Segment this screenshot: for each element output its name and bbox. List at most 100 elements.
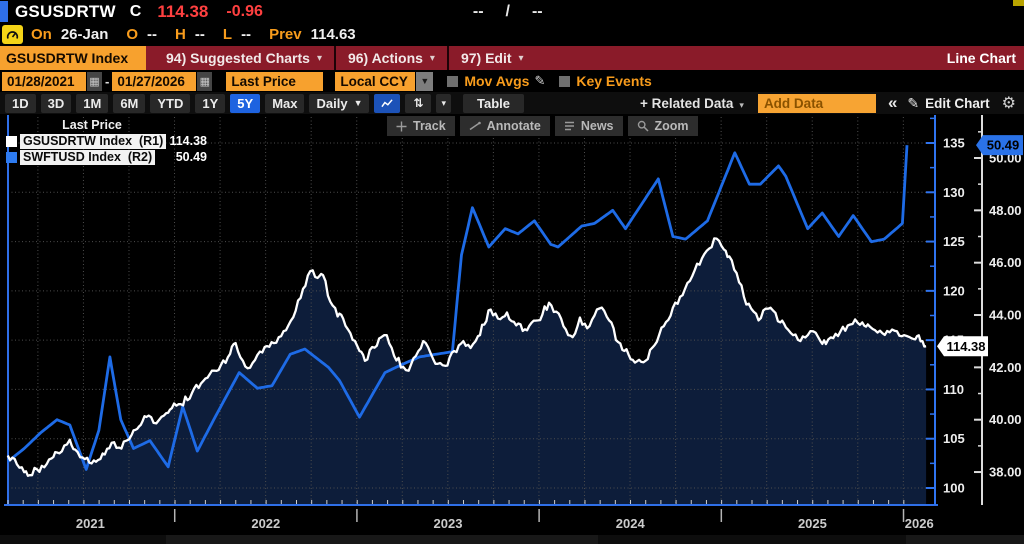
panel-indicator xyxy=(0,1,8,22)
menu-item-text: 97) Edit xyxy=(460,50,512,66)
track-button[interactable]: Track xyxy=(387,116,455,136)
bid-value: -- xyxy=(472,2,484,20)
chevron-down-icon: ▾ xyxy=(441,97,447,108)
table-button[interactable]: Table xyxy=(463,93,525,113)
corner-marker xyxy=(1013,0,1024,6)
range-button-1m[interactable]: 1M xyxy=(76,93,109,113)
news-icon xyxy=(564,121,575,131)
time-axis-band: 2021 2022 2023 2024 2025 2026 xyxy=(0,509,1024,544)
edit-mov-avgs-icon[interactable]: ✎ xyxy=(534,73,546,88)
ohlc-value: -- xyxy=(194,26,205,43)
news-button[interactable]: News xyxy=(554,116,623,136)
menu-bar: GSUSDRTW Index 94) Suggested Charts ▾ 96) … xyxy=(0,46,1024,70)
period-select[interactable]: Daily ▼ xyxy=(309,93,370,113)
key-events-label: Key Events xyxy=(576,73,652,89)
price-field-select[interactable]: Last Price xyxy=(226,71,324,91)
series-lines xyxy=(6,145,927,477)
related-data-button[interactable]: + Related Data ▾ xyxy=(640,96,744,111)
menu-item-text: 94) Suggested Charts xyxy=(166,50,310,66)
svg-text:2022: 2022 xyxy=(251,516,280,531)
axis-badges: 114.38 50.49 xyxy=(937,135,1023,357)
svg-text:110: 110 xyxy=(943,382,964,397)
zoom-icon xyxy=(637,120,649,132)
menu-item-text: 96) Actions xyxy=(347,50,423,66)
ticker-row: GSUSDRTW C 114.38 -0.96 -- / -- xyxy=(0,0,1024,23)
ohlc-label: Prev xyxy=(269,26,302,43)
range-button-1d[interactable]: 1D xyxy=(5,93,36,113)
menu-item-actions[interactable]: 96) Actions ▾ xyxy=(333,46,447,70)
svg-text:48.00: 48.00 xyxy=(989,203,1022,218)
mov-avgs-checkbox[interactable] xyxy=(447,75,459,87)
range-button-6m[interactable]: 6M xyxy=(113,93,146,113)
ohlc-value: 26-Jan xyxy=(60,26,109,43)
chevron-down-icon[interactable]: ▼ xyxy=(416,71,434,91)
ticker-symbol: GSUSDRTW xyxy=(15,1,116,21)
chart-type-label: Line Chart xyxy=(946,50,1016,66)
annotate-button[interactable]: Annotate xyxy=(459,116,550,136)
range-button-5y[interactable]: 5Y xyxy=(230,93,261,113)
gauge-icon[interactable] xyxy=(2,25,23,44)
filters-row: 01/28/2021 ▦ - 01/27/2026 ▦ Last Price L… xyxy=(0,70,1024,92)
range-button-ytd[interactable]: YTD xyxy=(150,93,191,113)
pencil-icon: ✎ xyxy=(907,94,920,111)
svg-text:2026: 2026 xyxy=(905,516,934,531)
menu-item-suggested-charts[interactable]: 94) Suggested Charts ▾ xyxy=(154,46,334,70)
chart-toolbar: 1D 3D 1M 6M YTD 1Y 5Y Max Daily ▼ ⇅ ▾ Table + R… xyxy=(0,92,1024,114)
svg-text:120: 120 xyxy=(943,283,965,298)
zoom-button[interactable]: Zoom xyxy=(627,116,698,136)
overlay-button-label: Track xyxy=(413,119,446,133)
mov-avgs-label: Mov Avgs xyxy=(464,73,530,89)
range-button-1y[interactable]: 1Y xyxy=(195,93,226,113)
date-range-separator: - xyxy=(105,73,110,89)
chevron-down-icon: ▾ xyxy=(429,52,435,64)
ohlc-value: -- xyxy=(147,26,158,43)
edit-chart-button[interactable]: ✎ Edit Chart xyxy=(907,95,989,112)
calendar-icon[interactable]: ▦ xyxy=(197,71,213,91)
currency-select[interactable]: Local CCY xyxy=(335,71,416,91)
overlay-button-label: Annotate xyxy=(486,119,541,133)
price-chart: 13513012512011511010510050.0048.0046.004… xyxy=(0,115,1024,544)
svg-text:42.00: 42.00 xyxy=(989,360,1022,375)
collapse-panel-button[interactable]: « xyxy=(887,93,898,112)
svg-text:38.00: 38.00 xyxy=(989,465,1022,480)
chart-area[interactable]: 13513012512011511010510050.0048.0046.004… xyxy=(0,114,1024,544)
overlay-button-label: Zoom xyxy=(654,119,689,133)
legend-row[interactable]: SWFTUSD Index (R2) 50.49 xyxy=(6,149,211,165)
ohlc-label: H xyxy=(175,26,186,43)
add-data-input[interactable]: Add Data xyxy=(757,93,876,113)
legend-row[interactable]: GSUSDRTW Index (R1) 114.38 xyxy=(6,133,211,149)
chart-type-dropdown[interactable]: ▾ xyxy=(436,93,452,113)
series-value: 114.38 xyxy=(169,134,207,148)
ohlc-label: L xyxy=(222,26,233,43)
svg-text:40.00: 40.00 xyxy=(989,412,1022,427)
bar-chart-type-button[interactable]: ⇅ xyxy=(405,93,432,113)
ohlc-label: O xyxy=(126,26,139,43)
range-button-max[interactable]: Max xyxy=(265,93,305,113)
svg-text:44.00: 44.00 xyxy=(989,308,1022,323)
date-to-input[interactable]: 01/27/2026 xyxy=(112,71,197,91)
security-input[interactable]: GSUSDRTW Index xyxy=(0,46,146,70)
gear-icon[interactable]: ⚙ xyxy=(1001,95,1016,112)
series-label: GSUSDRTW Index (R1) xyxy=(20,133,167,149)
calendar-icon[interactable]: ▦ xyxy=(87,71,102,91)
svg-text:46.00: 46.00 xyxy=(989,255,1022,270)
area-fill xyxy=(7,238,927,505)
line-chart-icon xyxy=(381,98,394,107)
ask-value: -- xyxy=(531,2,543,20)
ohlc-value: 114.63 xyxy=(310,26,356,43)
series-swatch xyxy=(6,151,17,163)
svg-text:2021: 2021 xyxy=(76,516,105,531)
ohlc-label: On xyxy=(31,26,52,43)
ohlc-fields: On 26-Jan O -- H -- L -- Prev 114.63 xyxy=(31,26,374,43)
svg-text:2024: 2024 xyxy=(616,516,646,531)
line-chart-type-button[interactable] xyxy=(374,93,401,113)
key-events-checkbox[interactable] xyxy=(559,75,571,87)
range-button-3d[interactable]: 3D xyxy=(40,93,72,113)
range-buttons: 1D 3D 1M 6M YTD 1Y 5Y Max xyxy=(0,93,305,113)
annotate-icon xyxy=(469,121,481,131)
toolbar-right: + Related Data ▾ Add Data « ✎ Edit Chart ⚙ xyxy=(640,93,1024,113)
menu-item-edit[interactable]: 97) Edit ▾ xyxy=(446,46,536,70)
svg-text:2025: 2025 xyxy=(798,516,827,531)
date-from-input[interactable]: 01/28/2021 xyxy=(2,71,86,91)
